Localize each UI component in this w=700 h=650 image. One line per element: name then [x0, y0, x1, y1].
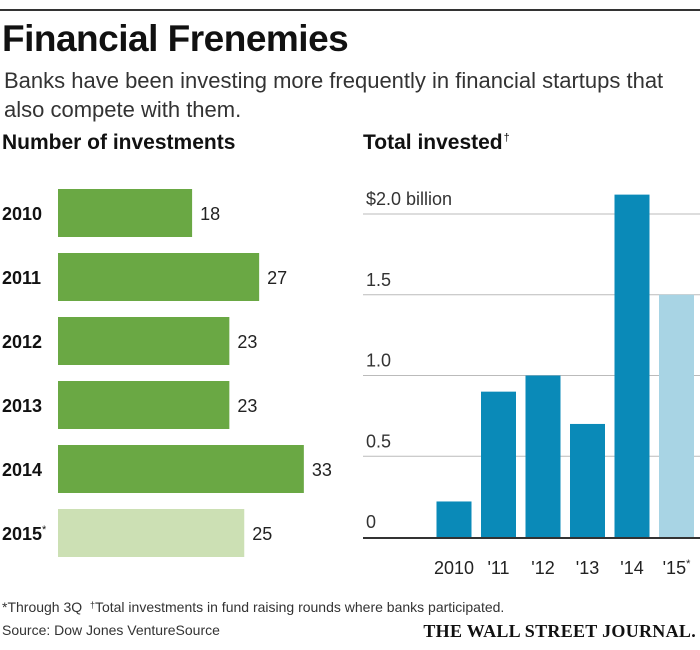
- value-label-2013: 23: [237, 396, 257, 416]
- bar-invested-3: [570, 423, 605, 537]
- bar-count-2014: [58, 445, 304, 493]
- value-label-2015: 25: [252, 524, 272, 544]
- bar-invested-5: [659, 294, 694, 537]
- footnote-star-mark: *: [2, 599, 8, 615]
- top-rule: [0, 9, 700, 11]
- x-tick-label-3: '13: [576, 558, 599, 578]
- footnote: *Through 3Q †Total investments in fund r…: [2, 599, 504, 615]
- bar-invested-0: [436, 501, 472, 537]
- dagger-mark: †: [503, 132, 510, 144]
- y-tick-label-0: 0: [366, 512, 376, 532]
- footnote-dagger-text: Total investments in fund raising rounds…: [94, 599, 505, 615]
- y-tick-label-2: $2.0 billion: [366, 189, 452, 209]
- source-note: Source: Dow Jones VentureSource: [2, 622, 220, 638]
- right-chart-title: Total invested†: [363, 131, 510, 155]
- footnote-star-text: Through 3Q: [7, 599, 83, 615]
- x-tick-label-4: '14: [620, 558, 643, 578]
- partial-year-mark: *: [42, 524, 47, 536]
- x-tick-label-5: '15*: [663, 558, 691, 578]
- year-label-2015: 2015*: [2, 524, 47, 544]
- bar-invested-4: [614, 194, 650, 537]
- chart-subtitle: Banks have been investing more frequentl…: [4, 68, 664, 122]
- value-label-2011: 27: [267, 268, 287, 288]
- right-bar-chart: 0 0.5 1.0 1.5 $2.0 billion 2010 '11 '12 '13 '14 '1…: [363, 189, 700, 578]
- year-label-2014: 2014: [2, 460, 42, 480]
- bar-count-2010: [58, 189, 193, 237]
- y-tick-label-1.5: 1.5: [366, 270, 391, 290]
- bar-count-2011: [58, 253, 260, 301]
- left-chart-title: Number of investments: [2, 131, 235, 155]
- bar-invested-2: [525, 375, 561, 537]
- publisher-logo: THE WALL STREET JOURNAL.: [423, 621, 696, 641]
- bar-count-2015: [58, 509, 245, 557]
- y-tick-label-0.5: 0.5: [366, 431, 391, 451]
- right-chart-title-text: Total invested: [363, 131, 503, 154]
- partial-year-mark: *: [686, 558, 691, 570]
- x-tick-label-0: 2010: [434, 558, 474, 578]
- year-label-2011: 2011: [2, 268, 41, 288]
- footnote-dagger-mark: †: [89, 600, 95, 610]
- x-tick-label-1: '11: [487, 558, 509, 578]
- bar-count-2013: [58, 381, 230, 429]
- year-label-2012: 2012: [2, 332, 42, 352]
- chart-title: Financial Frenemies: [2, 18, 349, 59]
- value-label-2014: 33: [312, 460, 332, 480]
- bar-invested-1: [481, 391, 516, 537]
- value-label-2012: 23: [237, 332, 257, 352]
- year-label-2013: 2013: [2, 396, 42, 416]
- value-label-2010: 18: [200, 204, 220, 224]
- left-bar-chart: 2010 18 2011 27 2012 23 2013 23 2014 33 2015* 25: [2, 189, 332, 557]
- left-chart-title-text: Number of investments: [2, 131, 236, 154]
- bar-count-2012: [58, 317, 230, 365]
- year-label-2010: 2010: [2, 204, 42, 224]
- x-tick-label-2: '12: [531, 558, 554, 578]
- y-tick-label-1: 1.0: [366, 351, 391, 371]
